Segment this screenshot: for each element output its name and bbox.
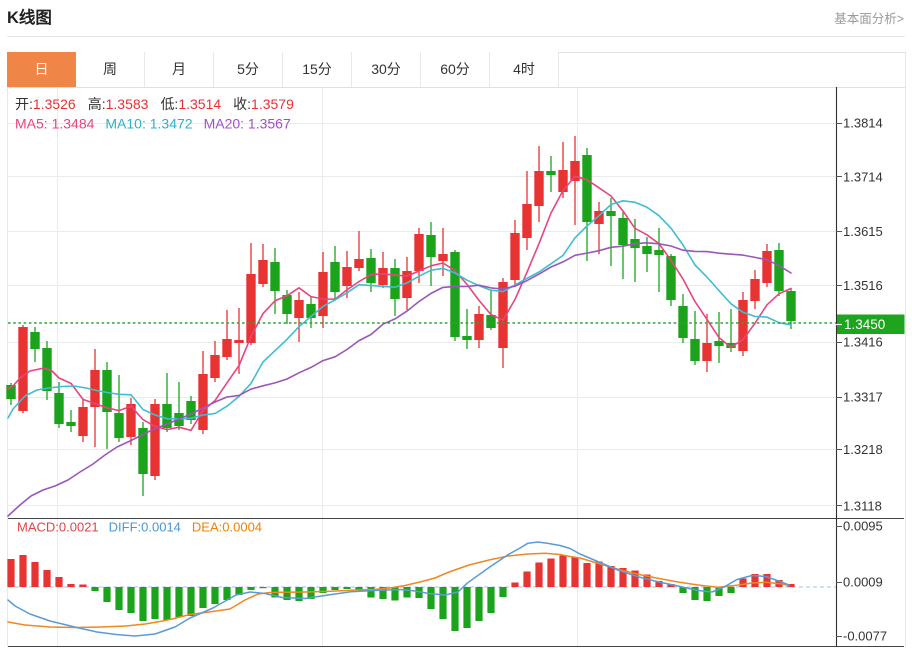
svg-text:1.3416: 1.3416 xyxy=(843,335,883,350)
svg-text:1.3118: 1.3118 xyxy=(843,498,882,513)
svg-text:-0.0077: -0.0077 xyxy=(843,629,887,644)
svg-text:0.0095: 0.0095 xyxy=(843,519,883,534)
svg-text:1.3317: 1.3317 xyxy=(843,390,883,405)
svg-text:1.3615: 1.3615 xyxy=(843,224,883,239)
svg-text:1.3450: 1.3450 xyxy=(844,317,885,332)
svg-text:1.3218: 1.3218 xyxy=(843,442,883,457)
svg-text:1.3714: 1.3714 xyxy=(843,169,883,184)
svg-text:0.0009: 0.0009 xyxy=(843,575,883,590)
svg-text:1.3814: 1.3814 xyxy=(843,116,883,131)
svg-text:1.3516: 1.3516 xyxy=(843,278,883,293)
